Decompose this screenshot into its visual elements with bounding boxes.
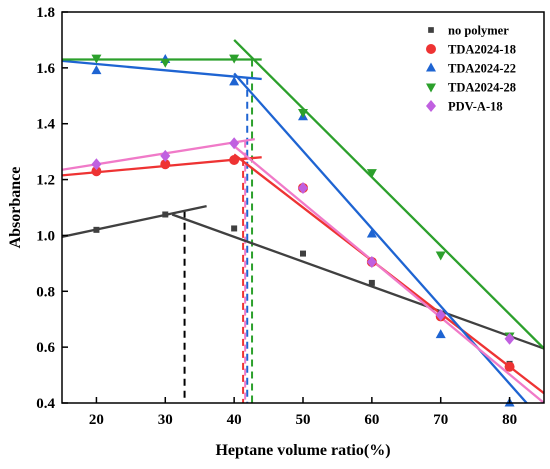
x-tick-label: 60 bbox=[364, 412, 379, 428]
data-point bbox=[368, 279, 375, 286]
legend-marker bbox=[426, 83, 436, 93]
data-point bbox=[229, 137, 240, 150]
fit-line bbox=[62, 59, 262, 81]
y-tick-label: 0.6 bbox=[36, 340, 55, 356]
y-tick-label: 1.8 bbox=[36, 5, 55, 21]
data-point bbox=[160, 58, 171, 68]
data-point bbox=[504, 361, 515, 372]
x-tick-label: 20 bbox=[89, 412, 104, 428]
data-points bbox=[91, 53, 515, 407]
data-point bbox=[504, 332, 515, 345]
data-point bbox=[160, 149, 171, 162]
data-point bbox=[298, 109, 308, 119]
data-point bbox=[366, 255, 377, 268]
legend-marker bbox=[426, 100, 436, 112]
fit-line bbox=[233, 39, 544, 350]
legend-marker bbox=[426, 62, 436, 72]
legend-label: no polymer bbox=[448, 24, 509, 38]
y-tick-label: 1.2 bbox=[36, 173, 55, 189]
legend: no polymer TDA2024-18 TDA2024-22 TDA2024-28… bbox=[426, 24, 516, 114]
data-point bbox=[160, 159, 171, 170]
data-point bbox=[91, 65, 102, 75]
data-point bbox=[366, 169, 377, 179]
data-point bbox=[91, 54, 102, 64]
x-tick-label: 40 bbox=[227, 412, 242, 428]
fit-line bbox=[233, 72, 529, 403]
data-point bbox=[435, 329, 446, 339]
x-tick-label: 70 bbox=[433, 412, 448, 428]
fit-line bbox=[62, 137, 255, 171]
data-point bbox=[300, 250, 306, 257]
legend-label: TDA2024-18 bbox=[448, 43, 516, 57]
data-point bbox=[162, 211, 169, 218]
y-tick-label: 1.4 bbox=[36, 117, 55, 133]
fit-line bbox=[62, 204, 207, 238]
data-point bbox=[229, 155, 240, 166]
data-point bbox=[366, 228, 377, 238]
fit-line bbox=[233, 145, 544, 403]
y-axis-title: Absorbance bbox=[7, 167, 24, 249]
data-point bbox=[229, 76, 240, 86]
x-tick-label: 80 bbox=[502, 412, 517, 428]
data-point bbox=[229, 54, 240, 64]
y-tick-label: 1.6 bbox=[36, 61, 55, 77]
legend-label: TDA2024-28 bbox=[448, 81, 516, 95]
axes: 20 30 40 50 60 70 80 0.4 0.6 0.8 1.0 1.2 1.4 1.6 1.8 bbox=[36, 5, 517, 428]
data-point bbox=[91, 166, 102, 177]
data-point bbox=[91, 158, 102, 171]
fit-line bbox=[171, 213, 544, 350]
data-point bbox=[231, 225, 238, 232]
y-tick-label: 1.0 bbox=[36, 228, 55, 244]
data-point bbox=[435, 309, 446, 322]
x-tick-label: 30 bbox=[158, 412, 173, 428]
data-point bbox=[435, 251, 446, 261]
x-tick-label: 50 bbox=[296, 412, 311, 428]
legend-label: PDV-A-18 bbox=[448, 100, 503, 114]
legend-marker bbox=[428, 27, 434, 33]
y-tick-label: 0.4 bbox=[36, 396, 55, 412]
fit-lines bbox=[62, 39, 544, 403]
data-point bbox=[93, 226, 100, 233]
data-point bbox=[298, 181, 308, 194]
y-tick-label: 0.8 bbox=[36, 284, 55, 300]
legend-label: TDA2024-22 bbox=[448, 62, 516, 76]
x-axis-title: Heptane volume ratio(%) bbox=[215, 442, 390, 459]
legend-marker bbox=[426, 44, 436, 54]
